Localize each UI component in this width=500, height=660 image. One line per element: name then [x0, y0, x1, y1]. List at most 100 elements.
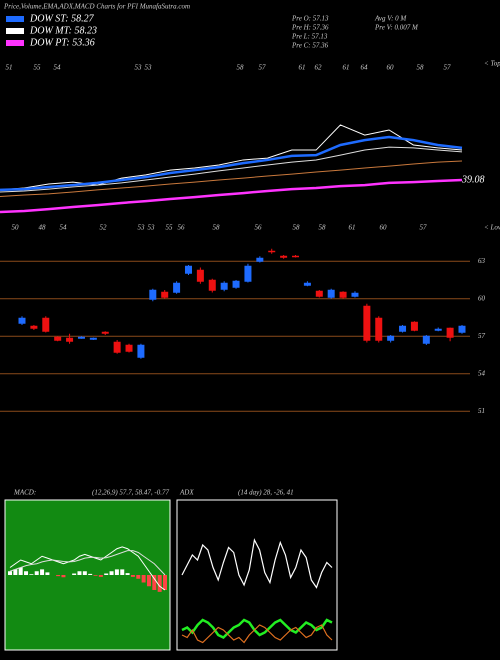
- macd-bar: [8, 571, 12, 575]
- low-label: 58: [293, 224, 301, 232]
- line-annotation: 39.08: [461, 174, 485, 185]
- candle-body: [303, 282, 311, 286]
- low-label: 58: [213, 224, 221, 232]
- candle-body: [351, 292, 359, 297]
- adx-line: [181, 538, 333, 589]
- candle-body: [292, 255, 300, 258]
- adx-line: [181, 618, 333, 640]
- low-label: 54: [60, 224, 68, 232]
- stat-text: Pre L: 57.13: [291, 33, 328, 41]
- top-label: < Top: [484, 60, 500, 68]
- ema-line: [0, 160, 463, 198]
- low-label: 56: [178, 224, 186, 232]
- legend-text: DOW MT: 58.23: [29, 25, 97, 36]
- candle-body: [54, 336, 62, 341]
- y-tick-label: 63: [478, 257, 486, 265]
- candle-body: [315, 290, 323, 297]
- low-label: 55: [166, 224, 174, 232]
- macd-bar: [77, 571, 82, 575]
- candle-body: [66, 337, 74, 342]
- low-label: 48: [39, 224, 47, 232]
- high-label: 53: [135, 64, 143, 72]
- macd-bar: [40, 569, 45, 575]
- candle-body: [410, 321, 418, 331]
- candle-body: [244, 265, 252, 282]
- candle-body: [458, 325, 466, 333]
- candle-body: [101, 331, 109, 334]
- high-label: 61: [343, 64, 350, 72]
- legend-swatch: [6, 16, 24, 22]
- macd-bar: [82, 571, 87, 575]
- candle-body: [422, 335, 430, 344]
- macd-bar: [157, 575, 162, 592]
- high-label: 62: [315, 64, 323, 72]
- macd-bar: [88, 573, 93, 575]
- candle-body: [125, 344, 133, 352]
- macd-bar: [61, 575, 66, 578]
- legend-swatch: [6, 28, 24, 34]
- candle-body: [375, 317, 383, 341]
- candle-body: [137, 344, 145, 358]
- candle-body: [18, 317, 26, 324]
- candle-body: [327, 289, 335, 298]
- ema-line: [0, 178, 463, 214]
- high-label: 61: [299, 64, 306, 72]
- high-label: 58: [237, 64, 245, 72]
- candle-body: [149, 289, 157, 300]
- adx-label: ADX: [179, 489, 194, 497]
- macd-bar: [34, 571, 39, 575]
- candle-body: [220, 282, 228, 290]
- ema-line: [0, 146, 463, 193]
- macd-bar: [125, 573, 130, 575]
- legend-text: DOW ST: 58.27: [29, 13, 95, 24]
- y-tick-label: 51: [478, 407, 485, 415]
- candle-body: [89, 337, 97, 340]
- candle-body: [387, 335, 395, 341]
- stat-text: Pre C: 57.36: [291, 42, 329, 50]
- high-label: 57: [259, 64, 267, 72]
- macd-bar: [152, 575, 157, 590]
- macd-bar: [104, 573, 109, 575]
- candle-body: [256, 257, 264, 262]
- high-label: 54: [54, 64, 62, 72]
- candle-body: [161, 291, 169, 298]
- macd-line: [9, 546, 166, 591]
- macd-bar: [163, 575, 167, 590]
- macd-bar: [120, 569, 125, 575]
- high-label: 64: [361, 64, 369, 72]
- stat-text: Pre H: 57.36: [291, 24, 329, 32]
- candle-body: [42, 317, 50, 332]
- macd-label: MACD:: [13, 489, 36, 497]
- macd-bar: [114, 569, 119, 575]
- candle-body: [434, 328, 442, 331]
- high-label: 53: [145, 64, 153, 72]
- macd-bar: [136, 575, 141, 579]
- adx-params: (14 day) 28, -26, 41: [238, 489, 294, 497]
- macd-bar: [98, 575, 103, 577]
- macd-bar: [130, 575, 135, 577]
- macd-bar: [18, 567, 23, 575]
- low-label-title: < Low: [484, 224, 500, 232]
- candle-body: [339, 291, 347, 298]
- low-label: 56: [255, 224, 263, 232]
- candle-body: [363, 305, 371, 341]
- low-label: 52: [100, 224, 108, 232]
- low-label: 57: [420, 224, 428, 232]
- ema-line: [0, 124, 463, 191]
- macd-params: (12,26,9) 57.7, 58.47, -0.77: [92, 489, 169, 497]
- candle-body: [446, 327, 454, 338]
- low-label: 58: [319, 224, 327, 232]
- legend-swatch: [6, 40, 24, 46]
- candle-body: [280, 255, 288, 258]
- candle-body: [232, 280, 240, 288]
- high-label: 55: [34, 64, 42, 72]
- legend-text: DOW PT: 53.36: [29, 37, 95, 48]
- high-label: 51: [6, 64, 13, 72]
- macd-bar: [146, 575, 151, 587]
- candle-body: [399, 325, 407, 332]
- candle-body: [208, 279, 216, 291]
- high-label: 60: [387, 64, 395, 72]
- macd-bar: [72, 573, 77, 575]
- adx-line: [181, 624, 333, 644]
